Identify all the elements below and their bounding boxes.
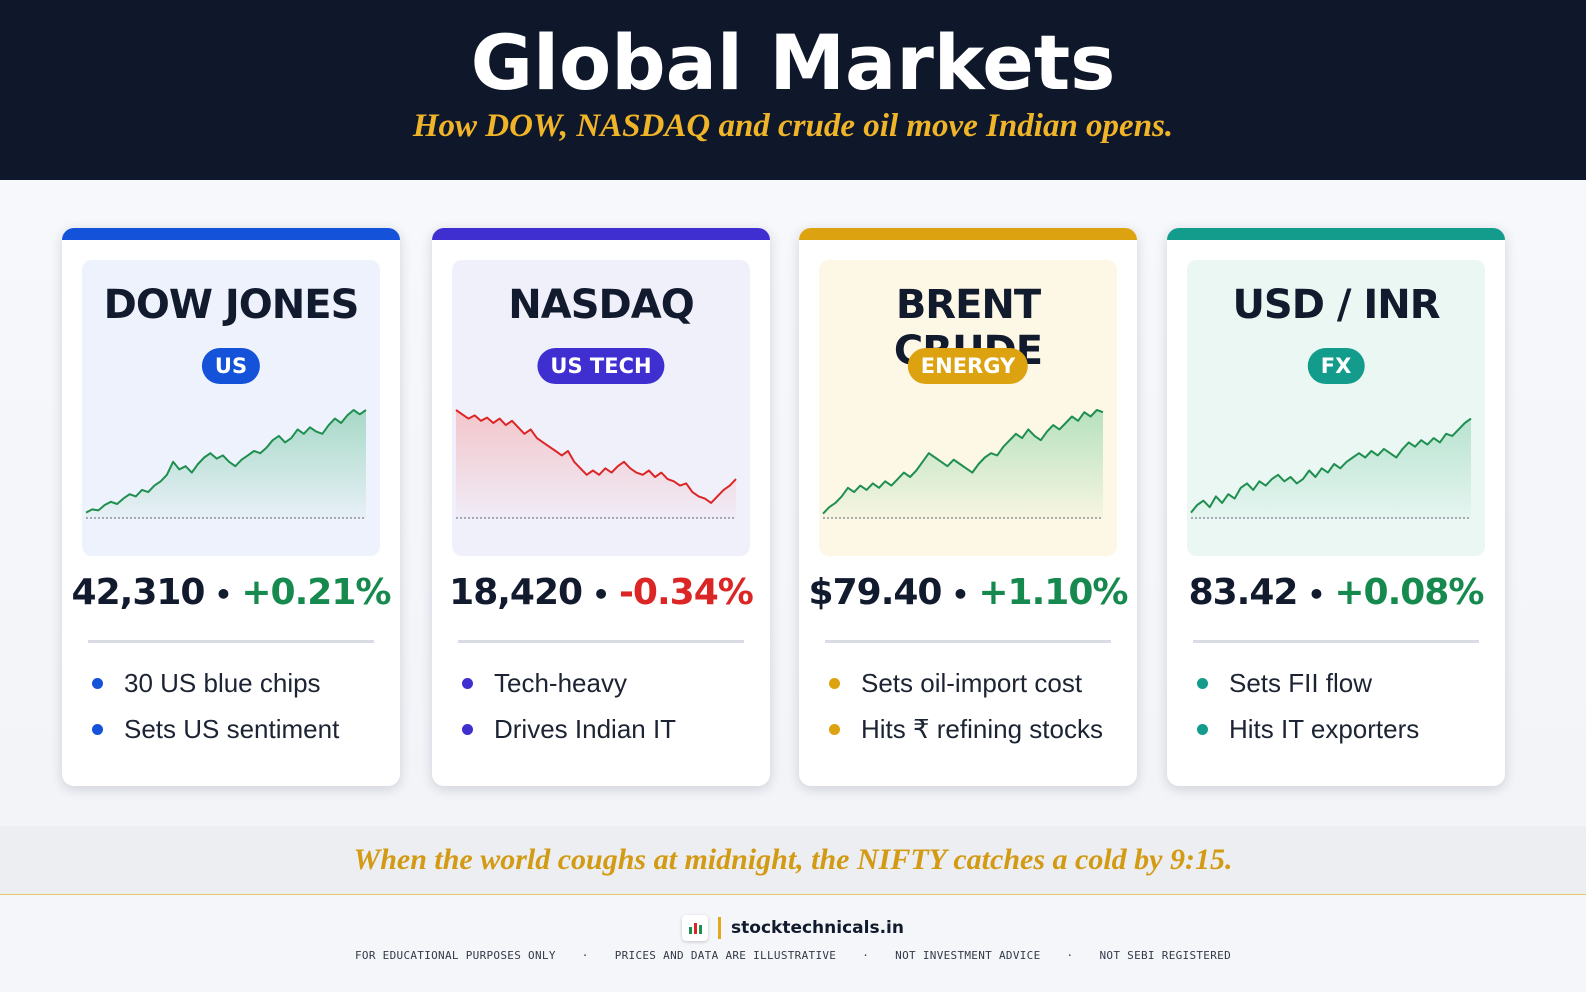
impact-list: Sets oil-import cost Hits ₹ refining sto… [829,660,1103,752]
impact-item: Drives Indian IT [462,706,676,752]
impact-item: Hits ₹ refining stocks [829,706,1103,752]
card-divider [458,640,744,643]
separator-dot: • [214,578,232,611]
impact-text: Tech-heavy [494,668,627,698]
trend-sparkline [455,409,737,519]
market-value: 18,420 [449,572,583,613]
impact-list: Sets FII flow Hits IT exporters [1197,660,1419,752]
bullet-dot [462,724,473,735]
disclaimer-item: FOR EDUCATIONAL PURPOSES ONLY [354,949,556,962]
market-badge: ENERGY [907,348,1029,384]
bullet-dot [92,678,103,689]
market-value: 83.42 [1188,572,1299,613]
disclaimer-separator: · [1066,949,1074,962]
impact-item: Hits IT exporters [1197,706,1419,752]
card-accent-bar [1167,228,1505,240]
market-change: +0.21% [241,572,391,613]
separator-dot: • [951,578,969,611]
brand-name: stocktechnicals.in [731,918,904,938]
header: Global Markets How DOW, NASDAQ and crude… [0,0,1586,180]
chart-logo-icon [682,915,709,941]
footer: stocktechnicals.in FOR EDUCATIONAL PURPO… [0,894,1586,992]
impact-item: Sets oil-import cost [829,660,1103,706]
trend-sparkline [822,409,1104,519]
market-card-usd-inr: USD / INR FX 83.42 • +0.08% Sets FII flow … [1167,228,1505,786]
bullet-dot [1197,724,1208,735]
card-divider [1193,640,1479,643]
card-divider [88,640,374,643]
trend-area [823,410,1103,518]
impact-text: Sets oil-import cost [861,668,1083,698]
bullet-dot [829,678,840,689]
disclaimer-item: NOT INVESTMENT ADVICE [895,949,1041,962]
market-quote: 83.42 • +0.08% [1167,572,1505,613]
impact-item: Sets US sentiment [92,706,339,752]
impact-text: Sets FII flow [1229,668,1373,698]
page-title: Global Markets [470,18,1116,107]
card-panel: DOW JONES US [82,260,380,556]
brand-line[interactable]: stocktechnicals.in [0,915,1586,941]
market-name: DOW JONES [103,282,360,328]
market-change: -0.34% [618,572,754,613]
impact-text: 30 US blue chips [124,668,321,698]
market-badge: US TECH [537,348,665,384]
disclaimer-item: NOT SEBI REGISTERED [1099,949,1231,962]
trend-line [455,409,737,504]
card-accent-bar [799,228,1137,240]
card-accent-bar [432,228,770,240]
market-quote: 18,420 • -0.34% [432,572,770,613]
trend-line [822,409,1104,515]
market-change: +1.10% [978,572,1128,613]
impact-item: Tech-heavy [462,660,676,706]
disclaimer-separator: · [862,949,870,962]
market-badge: US [201,348,261,384]
bullet-dot [1197,678,1208,689]
impact-text: Hits ₹ refining stocks [861,714,1103,744]
card-accent-bar [62,228,400,240]
impact-text: Hits IT exporters [1229,714,1420,744]
impact-text: Drives Indian IT [494,714,677,744]
disclaimer-separator: · [581,949,589,962]
market-quote: 42,310 • +0.21% [62,572,400,613]
market-quote: $79.40 • +1.10% [799,572,1137,613]
impact-item: 30 US blue chips [92,660,339,706]
trend-area [456,410,736,518]
trend-area [86,410,366,518]
quote-banner: When the world coughs at midnight, the N… [0,826,1586,894]
impact-list: Tech-heavy Drives Indian IT [462,660,676,752]
market-change: +0.08% [1334,572,1484,613]
impact-item: Sets FII flow [1197,660,1419,706]
card-panel: BRENT CRUDE ENERGY [819,260,1117,556]
trend-sparkline [1190,417,1472,519]
trend-sparkline [85,409,367,519]
market-badge: FX [1307,348,1365,384]
card-panel: USD / INR FX [1187,260,1485,556]
bullet-dot [92,724,103,735]
market-card-dow-jones: DOW JONES US 42,310 • +0.21% 30 US blue ch… [62,228,400,786]
card-panel: NASDAQ US TECH [452,260,750,556]
tagline-quote: When the world coughs at midnight, the N… [353,843,1233,876]
market-name: USD / INR [1232,282,1440,328]
disclaimer-line: FOR EDUCATIONAL PURPOSES ONLY · PRICES AND… [0,949,1586,962]
market-name: NASDAQ [508,282,694,328]
market-card-nasdaq: NASDAQ US TECH 18,420 • -0.34% Tech-heavy … [432,228,770,786]
trend-line [1190,417,1472,514]
separator-dot: • [592,578,610,611]
market-value: 42,310 [71,572,206,613]
bullet-dot [462,678,473,689]
bullet-dot [829,724,840,735]
card-divider [825,640,1111,643]
market-value: $79.40 [808,572,943,613]
impact-list: 30 US blue chips Sets US sentiment [92,660,339,752]
page-subtitle: How DOW, NASDAQ and crude oil move India… [412,108,1174,144]
separator-dot: • [1307,578,1325,611]
impact-text: Sets US sentiment [124,714,340,744]
trend-line [85,409,367,514]
brand-divider [718,917,722,939]
disclaimer-item: PRICES AND DATA ARE ILLUSTRATIVE [614,949,837,962]
market-card-brent-crude: BRENT CRUDE ENERGY $79.40• +1.10% Sets oi… [799,228,1137,786]
